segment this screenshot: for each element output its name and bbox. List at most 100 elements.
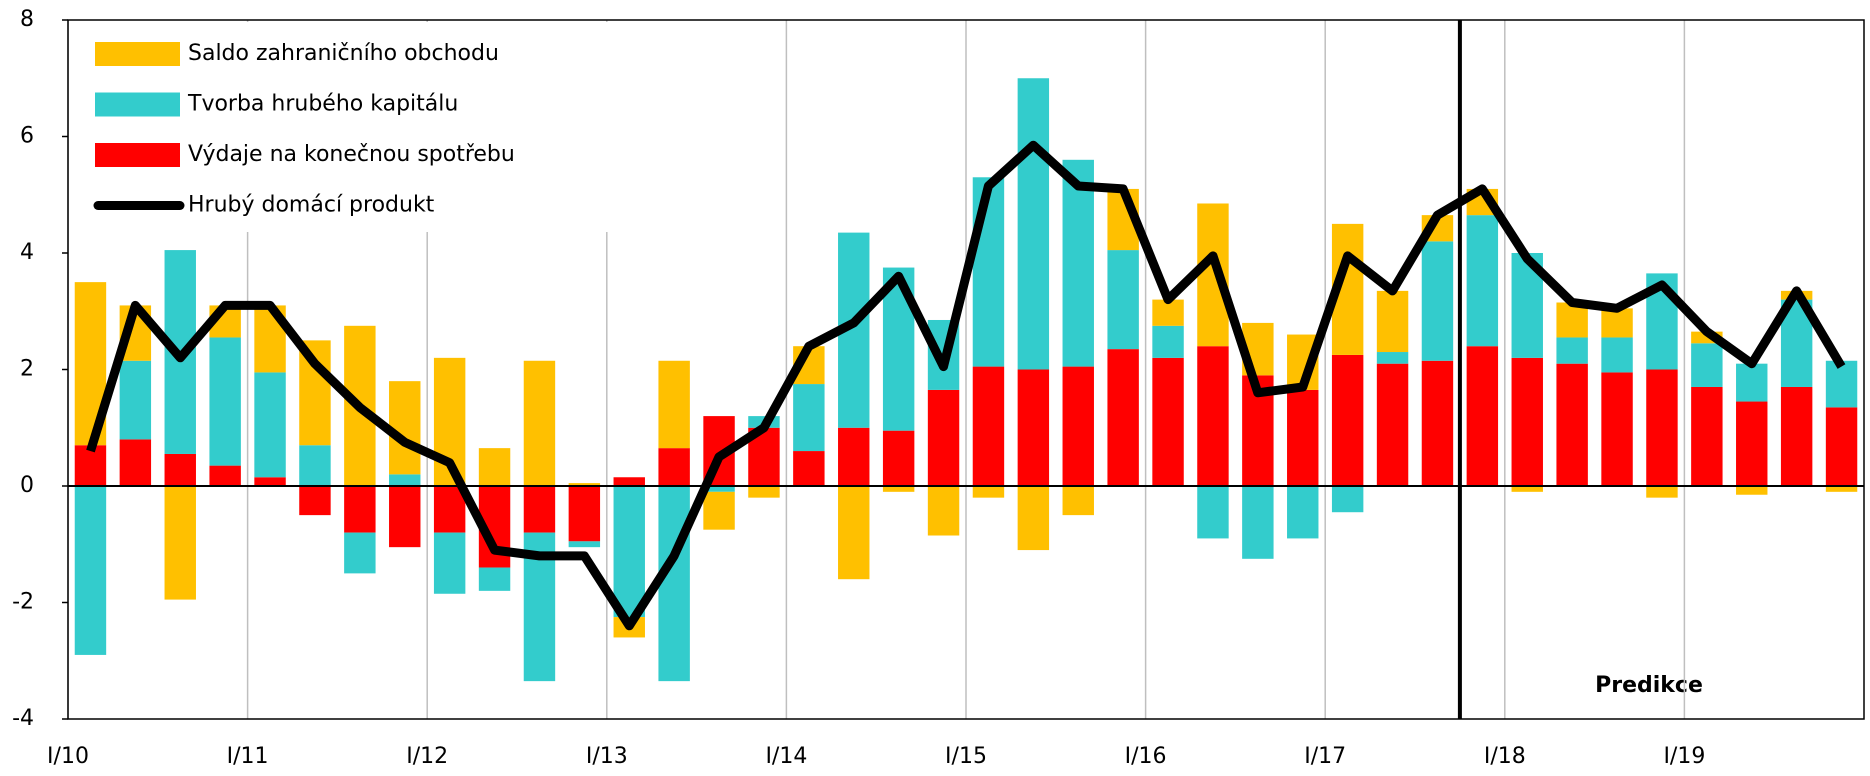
x-tick-label: I/13 [586,744,628,769]
bar [1152,357,1184,486]
bar [1691,343,1723,387]
y-tick-label: 6 [20,124,34,149]
bar [972,486,1005,498]
bar [1736,401,1768,486]
bar [658,448,690,486]
x-tick-label: I/18 [1484,744,1526,769]
bar [389,486,421,548]
legend-swatch [95,143,180,167]
bar [613,477,645,486]
legend-label: Hrubý domácí produkt [188,193,435,218]
bar [927,389,960,486]
x-tick-label: I/12 [406,744,448,769]
bar [344,486,376,533]
legend-label: Tvorba hrubého kapitálu [187,92,458,117]
bar [254,372,286,478]
bar [1017,486,1050,551]
bar [389,474,421,486]
plot-frame [67,19,1865,720]
bar [1780,386,1813,486]
bar [254,477,286,486]
line [86,140,1846,631]
y-tick-label: -2 [12,590,34,615]
bar [1556,337,1588,364]
bar [1736,363,1768,402]
bar [1197,346,1229,486]
bar [1825,407,1858,486]
bar [344,532,376,574]
bar [972,177,1005,367]
bar [1287,389,1319,486]
bar [1062,486,1094,516]
bar [1825,360,1858,408]
bar [793,451,825,486]
bar [1601,308,1633,338]
x-tick-label: I/15 [945,744,987,769]
bar [1421,360,1454,486]
bar [1331,486,1364,513]
bar [1062,159,1094,367]
bar [568,541,601,548]
bar [882,430,915,486]
bar [568,486,601,542]
bar [1556,363,1588,486]
bar [299,486,331,516]
x-tick-label: I/17 [1304,744,1346,769]
x-tick-label: I/11 [227,744,269,769]
bar [1691,386,1723,486]
x-tick-label: I/19 [1663,744,1705,769]
bar [1376,290,1409,353]
annotation: Predikce [1595,673,1703,698]
legend-label: Výdaje na konečnou spotřebu [188,142,515,167]
y-tick-label: 4 [20,240,34,265]
bar [1376,363,1409,486]
bar [838,486,870,580]
bar [433,486,466,533]
bar [1691,331,1723,344]
bar [478,567,511,591]
legend-swatch [95,42,180,66]
bar [927,486,960,536]
bar [1466,215,1499,347]
bar [389,381,421,475]
bar [1646,369,1678,486]
bar [1062,366,1094,486]
bar [1646,486,1678,498]
bar [1376,352,1409,364]
bar [1107,349,1139,486]
bar [1197,203,1229,347]
x-tick-label: I/16 [1125,744,1167,769]
bar [209,337,241,466]
bar [74,445,107,486]
bar [1197,486,1229,539]
bar [164,486,196,600]
bar [1511,486,1543,492]
y-tick-label: 8 [20,7,34,32]
bar [613,486,645,618]
bar [793,384,825,452]
bar [1736,486,1768,495]
bar [658,486,690,682]
y-tick-label: 0 [20,473,34,498]
bar [838,427,870,486]
bar [703,486,735,492]
bar [1017,369,1050,486]
x-tick-label: I/10 [47,744,89,769]
bar [1152,325,1184,358]
bar [568,483,601,486]
bar [299,445,331,486]
bar [164,453,196,486]
bar [658,360,690,449]
legend-label: Saldo zahraničního obchodu [188,41,499,66]
y-tick-label: 2 [20,357,34,382]
bar [1017,78,1050,370]
bar [1601,337,1633,373]
bar [882,486,915,492]
bar [703,491,735,530]
bar [1511,357,1543,486]
bar [1287,486,1319,539]
bar [1421,241,1454,361]
bar [523,486,556,533]
bar [972,366,1005,486]
